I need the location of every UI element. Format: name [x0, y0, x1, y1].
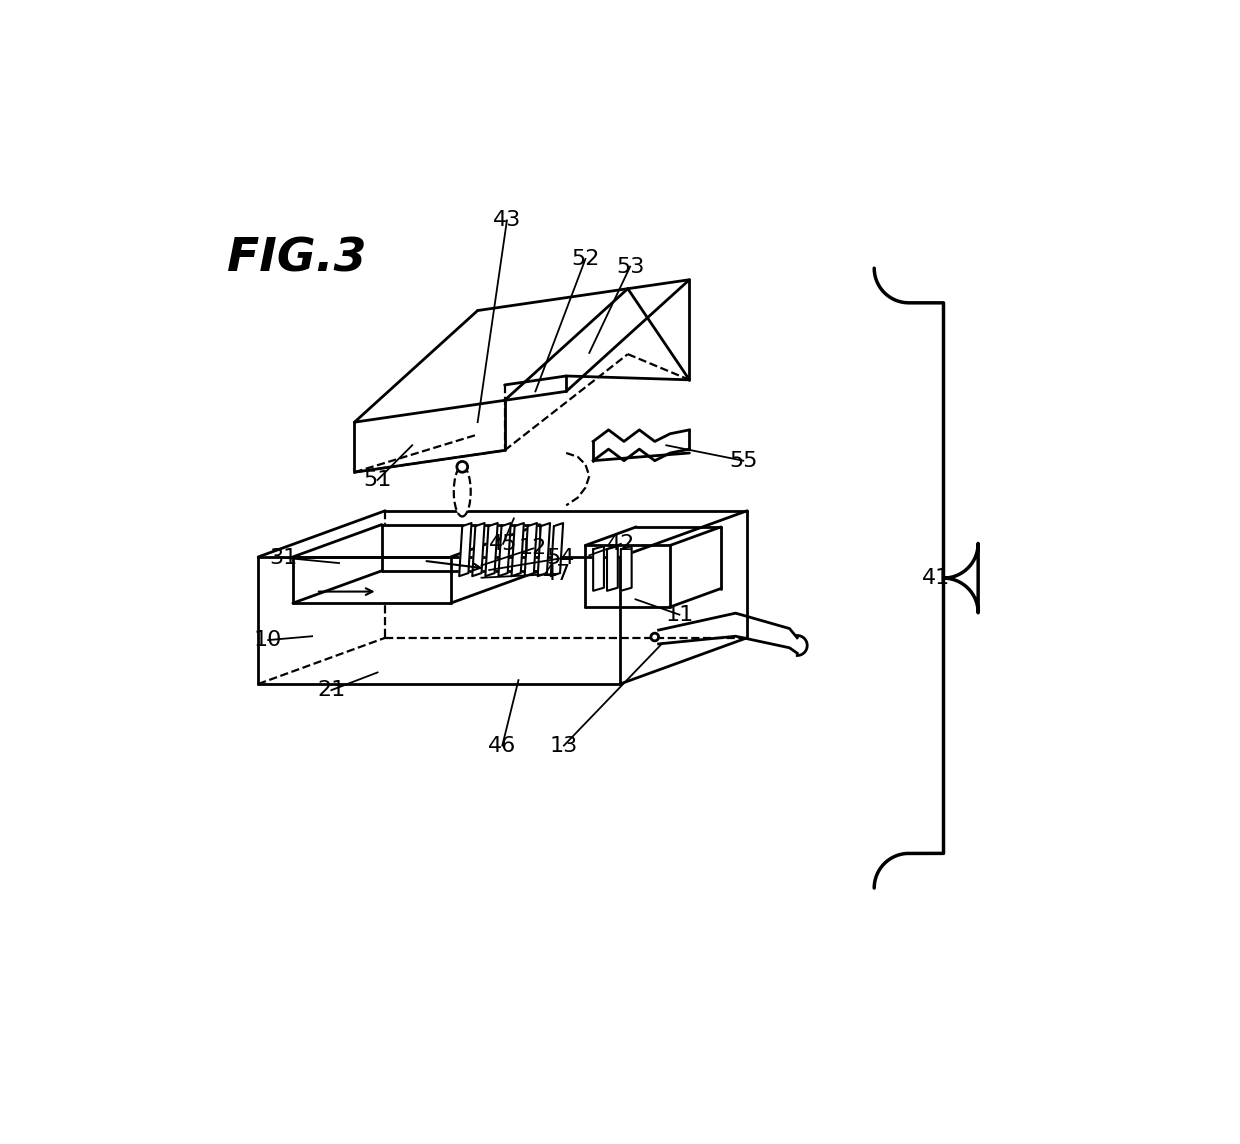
- Polygon shape: [585, 527, 720, 546]
- Polygon shape: [293, 557, 450, 603]
- Text: 54: 54: [546, 548, 574, 569]
- Polygon shape: [512, 523, 523, 577]
- Polygon shape: [538, 523, 551, 577]
- Polygon shape: [593, 546, 604, 590]
- Polygon shape: [485, 523, 497, 577]
- Text: 10: 10: [254, 630, 283, 650]
- Circle shape: [456, 461, 467, 472]
- Text: FIG.3: FIG.3: [227, 237, 367, 281]
- Circle shape: [651, 633, 658, 641]
- Polygon shape: [505, 376, 627, 395]
- Polygon shape: [450, 525, 539, 603]
- Polygon shape: [567, 280, 689, 442]
- Polygon shape: [293, 571, 539, 603]
- Text: 42: 42: [606, 534, 635, 554]
- Polygon shape: [567, 280, 689, 391]
- Text: 41: 41: [921, 567, 950, 588]
- Polygon shape: [258, 557, 620, 684]
- Polygon shape: [551, 523, 563, 577]
- Text: 12: 12: [520, 539, 547, 558]
- Polygon shape: [621, 546, 631, 590]
- Polygon shape: [670, 527, 720, 607]
- Text: 11: 11: [666, 605, 693, 625]
- Polygon shape: [608, 546, 618, 590]
- Text: 31: 31: [269, 548, 298, 567]
- Text: 45: 45: [489, 534, 517, 554]
- Polygon shape: [293, 525, 539, 557]
- Text: 21: 21: [317, 681, 346, 700]
- Polygon shape: [498, 523, 511, 577]
- Polygon shape: [505, 376, 567, 400]
- Text: 13: 13: [549, 736, 578, 755]
- Polygon shape: [355, 280, 689, 422]
- Polygon shape: [355, 400, 505, 472]
- Polygon shape: [258, 510, 748, 557]
- Text: 51: 51: [363, 470, 392, 490]
- Text: 46: 46: [489, 736, 516, 755]
- Text: 47: 47: [543, 564, 572, 583]
- Polygon shape: [472, 523, 485, 577]
- Polygon shape: [620, 510, 748, 684]
- Text: 53: 53: [616, 256, 645, 277]
- Polygon shape: [525, 523, 537, 577]
- Text: 43: 43: [492, 210, 521, 230]
- Polygon shape: [459, 523, 471, 577]
- Text: 55: 55: [729, 451, 758, 470]
- Ellipse shape: [454, 467, 471, 516]
- Text: 52: 52: [572, 249, 600, 269]
- Polygon shape: [585, 546, 670, 607]
